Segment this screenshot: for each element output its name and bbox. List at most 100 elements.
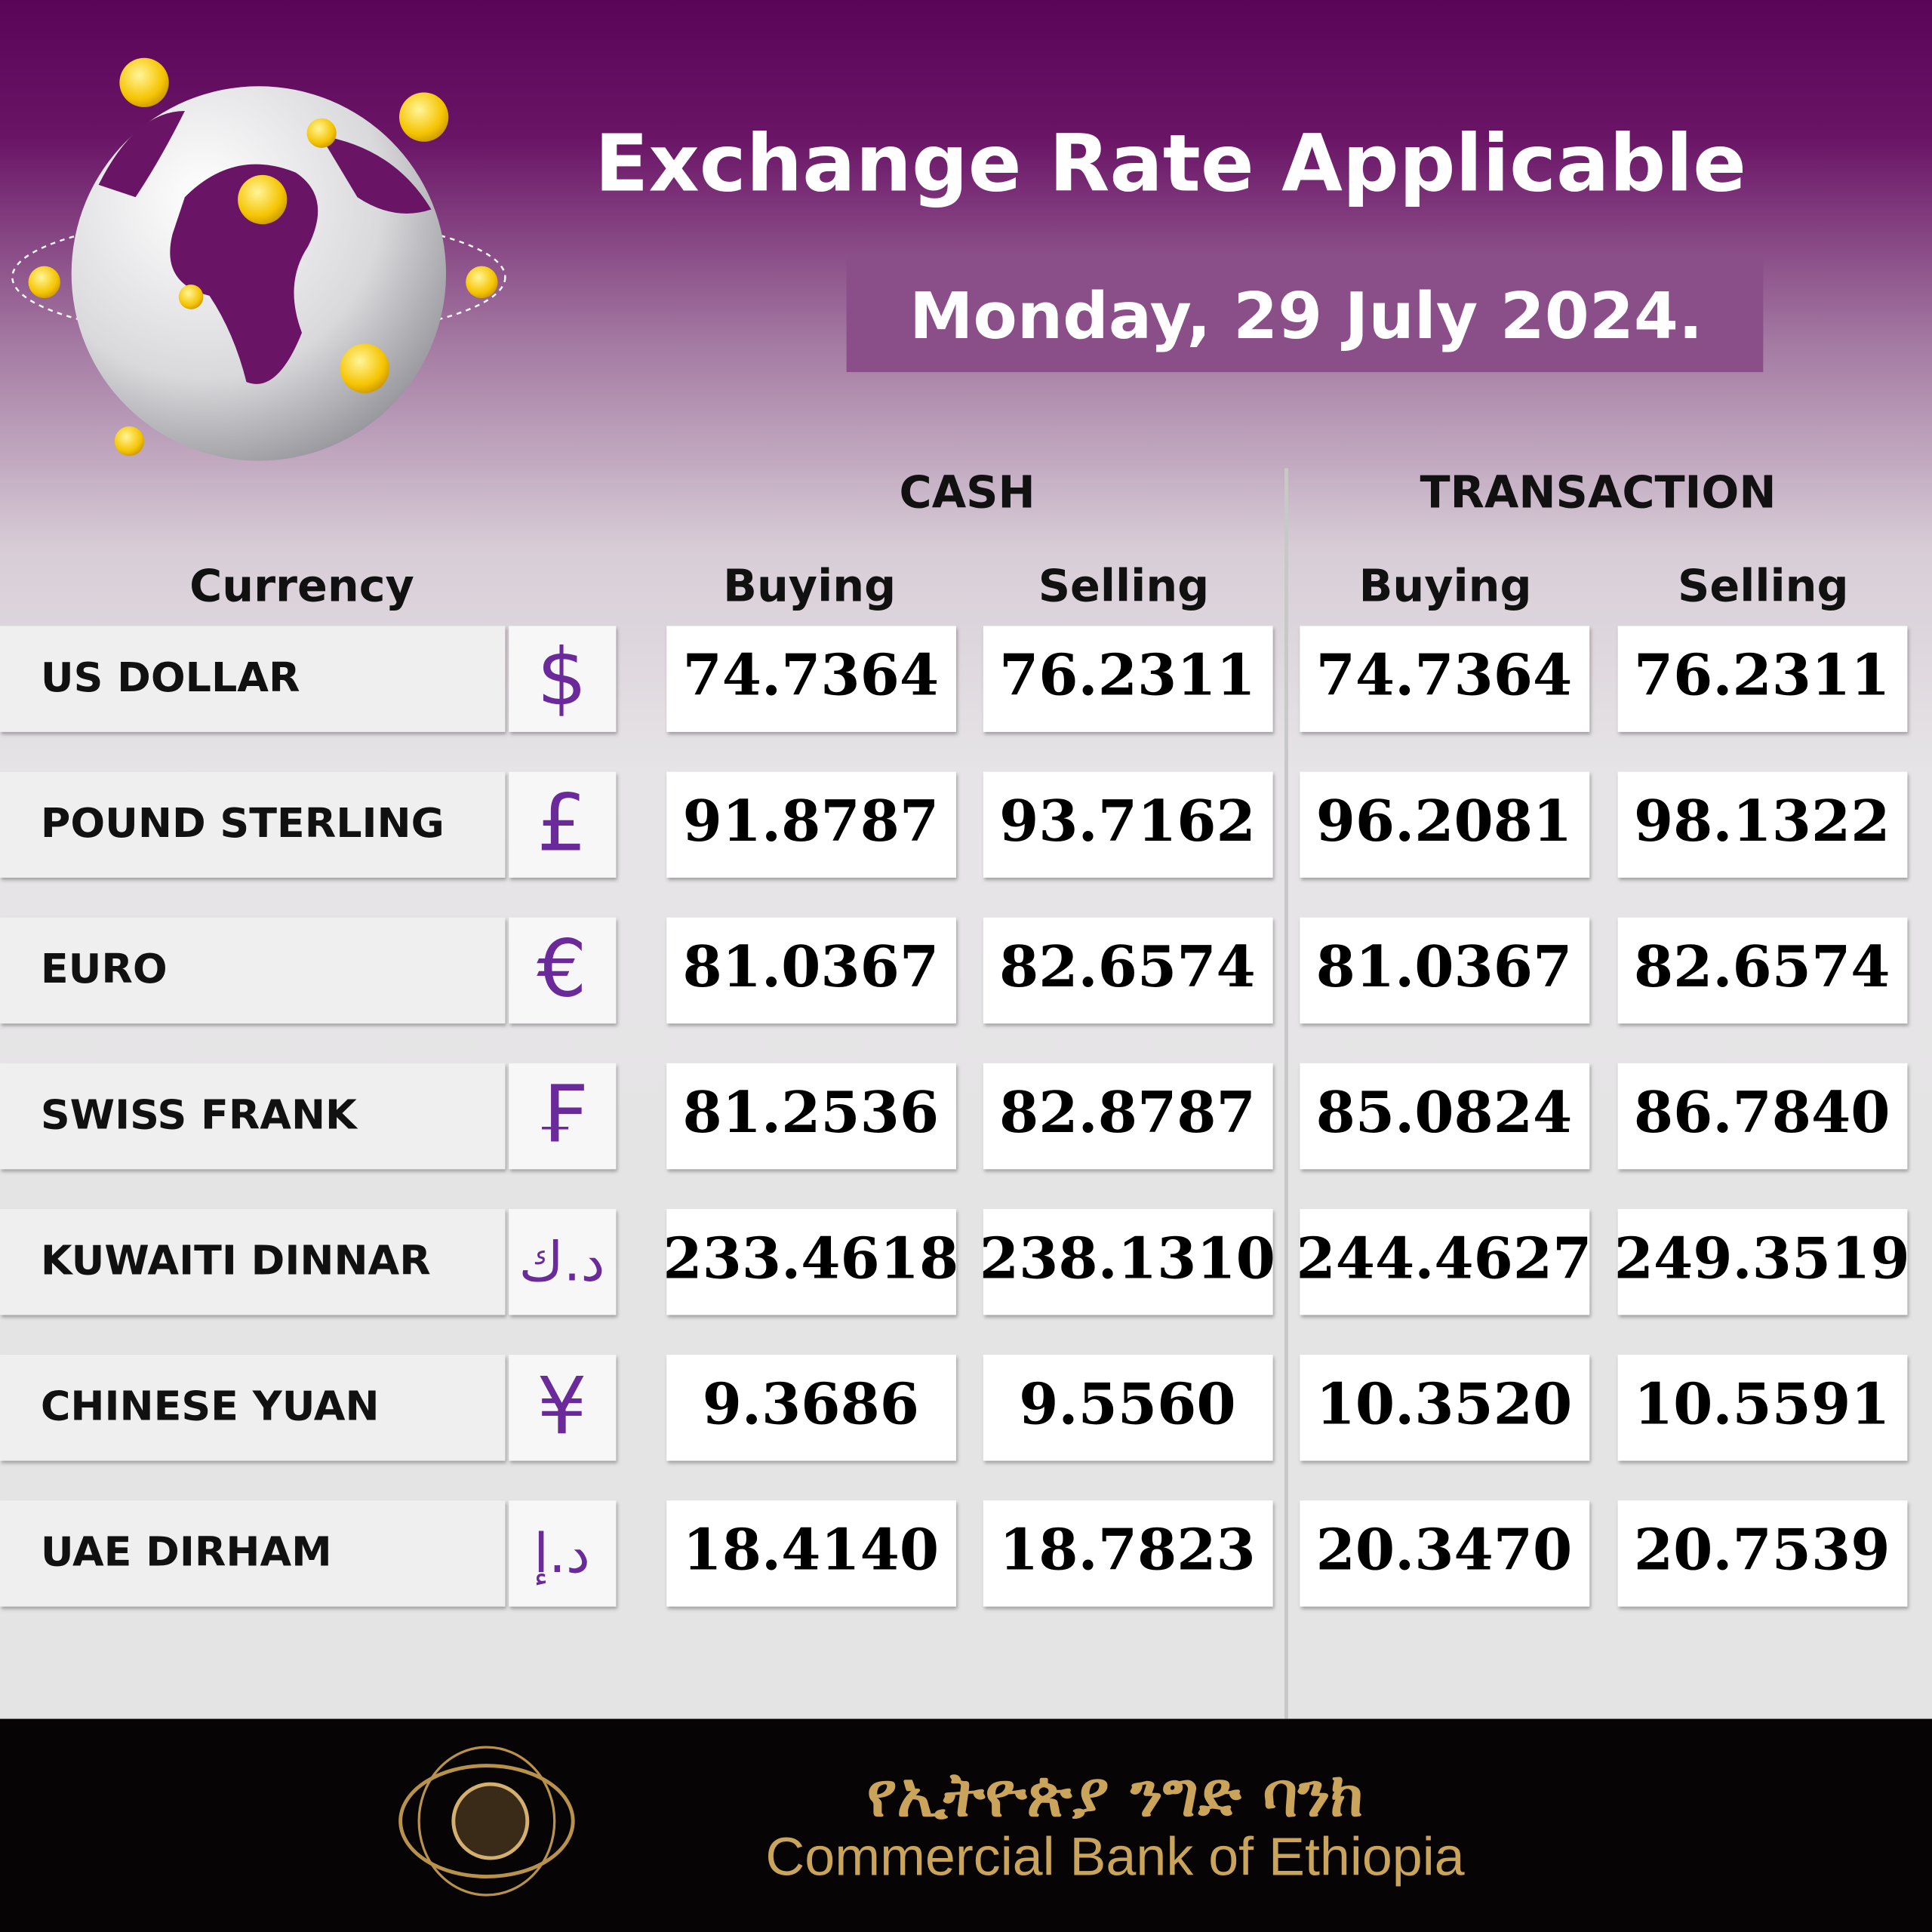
rate-box [983, 1208, 1273, 1315]
rate-value: 91.8787 [682, 787, 939, 854]
currency-label-bg [0, 1355, 506, 1461]
rate-box [983, 626, 1273, 732]
symbol-box [509, 917, 617, 1024]
rate-box [983, 1500, 1273, 1607]
rate-box [983, 917, 1273, 1024]
currency-name: EURO [41, 945, 168, 992]
rate-box [983, 1063, 1273, 1170]
rate-box [666, 1500, 956, 1607]
rate-value: 82.6574 [999, 933, 1256, 1000]
bank-name-amharic: የኢትዮጵያ ንግድ ባንክ [867, 1759, 1364, 1831]
rate-box [666, 1208, 956, 1315]
rate-value: 20.3470 [1316, 1516, 1573, 1583]
rate-value: 85.0824 [1316, 1078, 1573, 1146]
date-box [846, 254, 1764, 373]
rate-box [1617, 1500, 1908, 1607]
rate-box [1617, 1355, 1908, 1461]
column-header: Selling [1038, 560, 1210, 612]
rate-box [1300, 1063, 1590, 1170]
currency-label-bg [0, 626, 506, 732]
column-header: Buying [723, 560, 896, 612]
currency-name: KUWAITI DINNAR [41, 1236, 431, 1284]
currency-symbol: د.ك [518, 1230, 605, 1294]
rate-box [1617, 626, 1908, 732]
rate-value: 81.2536 [682, 1078, 939, 1146]
rate-value: 82.6574 [1634, 933, 1890, 1000]
currency-symbol: € [537, 923, 586, 1015]
rate-box [1617, 1063, 1908, 1170]
symbol-box [509, 1063, 617, 1170]
rate-box [666, 1355, 956, 1461]
rate-value: 86.7840 [1634, 1078, 1890, 1146]
currency-name: POUND STERLING [41, 799, 445, 847]
symbol-box [509, 1208, 617, 1315]
rate-box [666, 771, 956, 878]
rate-box [1617, 771, 1908, 878]
globe-illustration [11, 57, 506, 461]
rate-box [666, 917, 956, 1024]
rate-value: 98.1322 [1634, 787, 1890, 854]
rate-box [1300, 1500, 1590, 1607]
column-header: Buying [1359, 560, 1532, 612]
rate-value: 93.7162 [999, 787, 1256, 854]
currency-symbol: ₣ [537, 1069, 586, 1161]
rate-box [983, 771, 1273, 878]
rate-value: 9.3686 [703, 1370, 919, 1437]
symbol-box [509, 1500, 617, 1607]
group-header: TRANSACTION [1420, 466, 1777, 518]
rate-value: 20.7539 [1634, 1516, 1890, 1583]
currency-name: SWISS FRANK [41, 1091, 358, 1138]
rate-box [1617, 1208, 1908, 1315]
currency-label-bg [0, 1500, 506, 1607]
rate-box [1300, 771, 1590, 878]
rate-value: 81.0367 [682, 933, 939, 1000]
rate-value: 76.2311 [999, 641, 1256, 709]
currency-symbol: د.إ [534, 1521, 590, 1586]
rate-value: 233.4618 [663, 1224, 958, 1291]
rate-value: 10.5591 [1634, 1370, 1890, 1437]
currency-symbol: ¥ [537, 1360, 586, 1452]
rate-box [1300, 1208, 1590, 1315]
currency-label-bg [0, 771, 506, 878]
symbol-box [509, 626, 617, 732]
rate-value: 18.7823 [999, 1516, 1256, 1583]
rate-box [1300, 917, 1590, 1024]
currency-name: UAE DIRHAM [41, 1528, 332, 1576]
column-header: Selling [1678, 560, 1849, 612]
group-header: CASH [900, 466, 1035, 518]
rate-value: 244.4627 [1297, 1224, 1592, 1291]
title: Exchange Rate Applicable [595, 117, 1746, 209]
symbol-box [509, 1355, 617, 1461]
currency-name: US DOLLAR [41, 654, 300, 701]
symbol-box [509, 771, 617, 878]
column-header: Currency [189, 560, 414, 612]
currency-symbol: £ [537, 777, 586, 869]
rate-box [666, 1063, 956, 1170]
rate-box [666, 626, 956, 732]
bank-name: Commercial Bank of Ethiopia [765, 1826, 1464, 1887]
rate-value: 82.8787 [999, 1078, 1256, 1146]
footer-band [0, 1718, 1932, 1932]
rate-value: 76.2311 [1634, 641, 1890, 709]
currency-name: CHINESE YUAN [41, 1383, 380, 1430]
rate-box [1617, 917, 1908, 1024]
rate-box [1300, 1355, 1590, 1461]
currency-label-bg [0, 1208, 506, 1315]
rate-value: 18.4140 [682, 1516, 939, 1583]
currency-label-bg [0, 1063, 506, 1170]
date: Monday, 29 July 2024. [909, 279, 1703, 354]
rate-box [983, 1355, 1273, 1461]
rate-value: 238.1310 [980, 1224, 1275, 1291]
rate-value: 249.3519 [1614, 1224, 1910, 1291]
rate-value: 9.5560 [1019, 1370, 1235, 1437]
currency-label-bg [0, 917, 506, 1024]
rate-value: 96.2081 [1316, 787, 1573, 854]
currency-symbol: $ [537, 631, 586, 723]
rate-value: 10.3520 [1316, 1370, 1573, 1437]
bank-logo [398, 1746, 575, 1897]
rate-value: 74.7364 [1316, 641, 1573, 709]
rate-value: 74.7364 [682, 641, 939, 709]
rate-value: 81.0367 [1316, 933, 1573, 1000]
rate-box [1300, 626, 1590, 732]
